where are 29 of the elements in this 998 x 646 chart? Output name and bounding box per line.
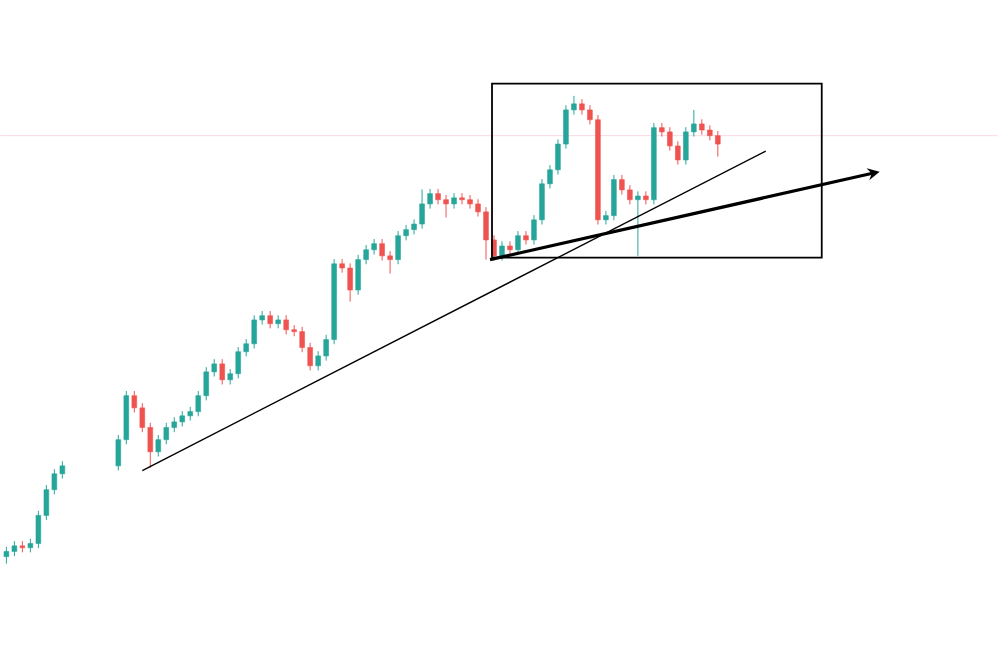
candlestick bbox=[643, 191, 649, 206]
candlestick bbox=[163, 422, 169, 446]
candlestick bbox=[611, 174, 617, 222]
candlestick bbox=[635, 191, 641, 257]
candlestick bbox=[459, 192, 465, 206]
candlestick bbox=[451, 192, 457, 210]
candlestick bbox=[355, 254, 361, 296]
candlestick bbox=[715, 130, 721, 158]
candlestick bbox=[379, 238, 385, 262]
candlestick bbox=[251, 315, 257, 350]
candlestick bbox=[523, 230, 529, 246]
candlestick bbox=[507, 241, 513, 256]
candlestick bbox=[435, 188, 441, 206]
candlestick bbox=[283, 315, 289, 336]
candlestick bbox=[347, 263, 353, 303]
candlestick bbox=[371, 238, 377, 256]
candlestick bbox=[443, 194, 449, 219]
candlestick bbox=[419, 189, 425, 230]
candlestick bbox=[467, 194, 473, 210]
candlestick bbox=[387, 250, 393, 275]
candlestick bbox=[619, 174, 625, 196]
candlestick bbox=[219, 358, 225, 386]
candlestick bbox=[395, 230, 401, 266]
candlestick bbox=[483, 206, 489, 261]
candlestick bbox=[155, 434, 161, 458]
candlestick bbox=[627, 184, 633, 206]
candlestick bbox=[683, 126, 689, 166]
candlestick bbox=[235, 346, 241, 380]
candlestick bbox=[579, 98, 585, 116]
